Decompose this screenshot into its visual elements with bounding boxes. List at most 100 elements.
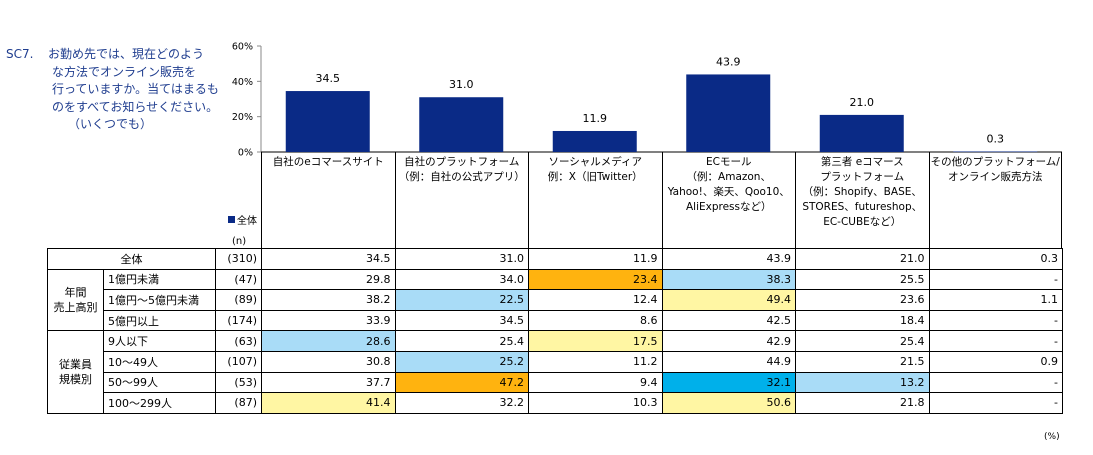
table-row: 全体 (310) 34.5 31.0 11.9 43.9 21.0 0.3 <box>47 248 1063 270</box>
table-cell: 34.5 <box>394 309 529 332</box>
group-label: 年間 売上高別 <box>47 268 104 332</box>
table-cell: 22.5 <box>394 289 529 311</box>
table-cell: 25.2 <box>394 350 529 373</box>
table-cell: 0.9 <box>928 350 1063 373</box>
table-cell: 31.0 <box>394 248 529 270</box>
table-cell: 43.9 <box>661 248 796 270</box>
table-cell: 21.0 <box>795 248 930 270</box>
y-tick-label: 20% <box>232 112 253 123</box>
bar <box>819 114 904 152</box>
table-cell: 17.5 <box>528 330 663 352</box>
table-cell: 32.2 <box>394 392 529 414</box>
column-header: その他のプラットフォーム/ オンライン販売方法 <box>928 152 1062 248</box>
bar-value-label: 0.3 <box>987 132 1005 145</box>
question-line: 行っていますか。当てはまるも <box>52 82 219 96</box>
table-cell: 13.2 <box>795 371 930 394</box>
sample-size: (107) <box>215 350 262 373</box>
bar <box>552 130 637 152</box>
row-label: 100～299人 <box>103 392 216 414</box>
table-cell: 28.6 <box>261 330 396 352</box>
unit-label: (%) <box>1044 432 1060 442</box>
bar-value-label: 21.0 <box>850 96 875 109</box>
row-label: 10～49人 <box>103 350 216 373</box>
table-cell: 23.6 <box>795 289 930 311</box>
question-text: SC7. お勤め先では、現在どのよう な方法でオンライン販売を 行っていますか。当… <box>6 46 226 134</box>
column-header: ECモール （例：Amazon、 Yahoo!、楽天、Qoo10、 AliExp… <box>661 152 796 248</box>
table-cell: 42.9 <box>661 330 796 352</box>
row-label: 1億円～5億円未満 <box>103 289 216 311</box>
table-cell: 50.6 <box>661 392 796 414</box>
question-line: お勤め先では、現在どのよう <box>48 47 205 61</box>
legend-label: 全体 <box>237 216 257 227</box>
row-label: 全体 <box>47 248 216 270</box>
sample-size: (174) <box>215 309 262 332</box>
table-cell: 34.0 <box>394 268 529 291</box>
table-cell: - <box>928 268 1063 291</box>
table-cell: 49.4 <box>661 289 796 311</box>
question-line: な方法でオンライン販売を <box>52 64 197 79</box>
question-line: （いくつでも） <box>68 117 153 131</box>
table-cell: 0.3 <box>928 248 1063 270</box>
y-tick-label: 0% <box>238 148 253 159</box>
table-cell: 12.4 <box>528 289 663 311</box>
table-cell: 11.2 <box>528 350 663 373</box>
bar <box>953 151 1038 153</box>
table-row: 50～99人 (53) 37.7 47.2 9.4 32.1 13.2- <box>48 371 1063 394</box>
sample-size: (310) <box>215 248 262 270</box>
bar-value-label: 43.9 <box>716 55 741 68</box>
table-cell: 42.5 <box>661 309 796 332</box>
table-cell: 11.9 <box>528 248 663 270</box>
question-code: SC7. <box>6 47 34 61</box>
table-cell: 9.4 <box>528 371 663 394</box>
table-row: 年間 売上高別 1億円未満 (47) 29.8 34.0 23.4 38.3 25.5- <box>47 268 1063 332</box>
sample-size: (53) <box>215 371 262 394</box>
table-cell: 18.4 <box>795 309 930 332</box>
table-cell: 41.4 <box>261 392 396 414</box>
sample-size: (63) <box>215 330 262 352</box>
table-cell: 10.3 <box>528 392 663 414</box>
bar <box>686 74 771 152</box>
column-header: 自社のeコマースサイト <box>261 152 395 248</box>
data-table: 全体 (310) 34.5 31.0 11.9 43.9 21.0 0.3 年間 売上高別 1億円… <box>47 248 1063 414</box>
column-header: ソーシャルメディア 例：X（旧Twitter） <box>528 152 662 248</box>
table-cell: 21.8 <box>795 392 930 414</box>
table-row: 10～49人 (107) 30.8 25.2 11.2 44.9 21.5 0.9 <box>48 350 1063 373</box>
table-cell: 25.4 <box>394 330 529 352</box>
bar-value-label: 11.9 <box>583 112 608 125</box>
table-cell: 33.9 <box>261 309 396 332</box>
table-row: 5億円以上 (174) 33.9 34.5 8.6 42.5 18.4- <box>48 309 1063 332</box>
legend: 全体 <box>228 212 257 227</box>
column-header: 自社のプラットフォーム （例：自社の公式アプリ） <box>394 152 529 248</box>
table-row: 100～299人 (87) 41.4 32.2 10.3 50.6 21.8- <box>48 392 1063 414</box>
table-cell: 23.4 <box>528 268 663 291</box>
table-cell: - <box>928 309 1063 332</box>
table-cell: 32.1 <box>661 371 796 394</box>
table-cell: 1.1 <box>928 289 1063 311</box>
table-cell: - <box>928 392 1063 414</box>
n-label: (n) <box>232 236 247 247</box>
table-cell: 21.5 <box>795 350 930 373</box>
row-label: 50～99人 <box>103 371 216 394</box>
question-line: のをすべてお知らせください。 <box>52 99 219 114</box>
sample-size: (89) <box>215 289 262 311</box>
table-cell: 29.8 <box>261 268 396 291</box>
bar-value-label: 34.5 <box>316 72 341 85</box>
table-cell: 25.5 <box>795 268 930 291</box>
table-cell: 8.6 <box>528 309 663 332</box>
table-cell: 44.9 <box>661 350 796 373</box>
sample-size: (47) <box>215 268 262 291</box>
bar <box>419 97 504 152</box>
row-label: 1億円未満 <box>103 268 216 291</box>
table-cell: 38.2 <box>261 289 396 311</box>
sample-size: (87) <box>215 392 262 414</box>
table-cell: 34.5 <box>261 248 396 270</box>
table-cell: 47.2 <box>394 371 529 394</box>
group-label: 従業員 規模別 <box>47 330 104 414</box>
table-cell: 30.8 <box>261 350 396 373</box>
bar-value-label: 31.0 <box>449 78 474 91</box>
table-row: 従業員 規模別 9人以下 (63) 28.6 25.4 17.5 42.9 25.4- <box>47 330 1063 414</box>
table-cell: 38.3 <box>661 268 796 291</box>
column-header: 第三者 eコマース プラットフォーム （例：Shopify、BASE、 STOR… <box>795 152 929 248</box>
bar <box>285 91 370 152</box>
